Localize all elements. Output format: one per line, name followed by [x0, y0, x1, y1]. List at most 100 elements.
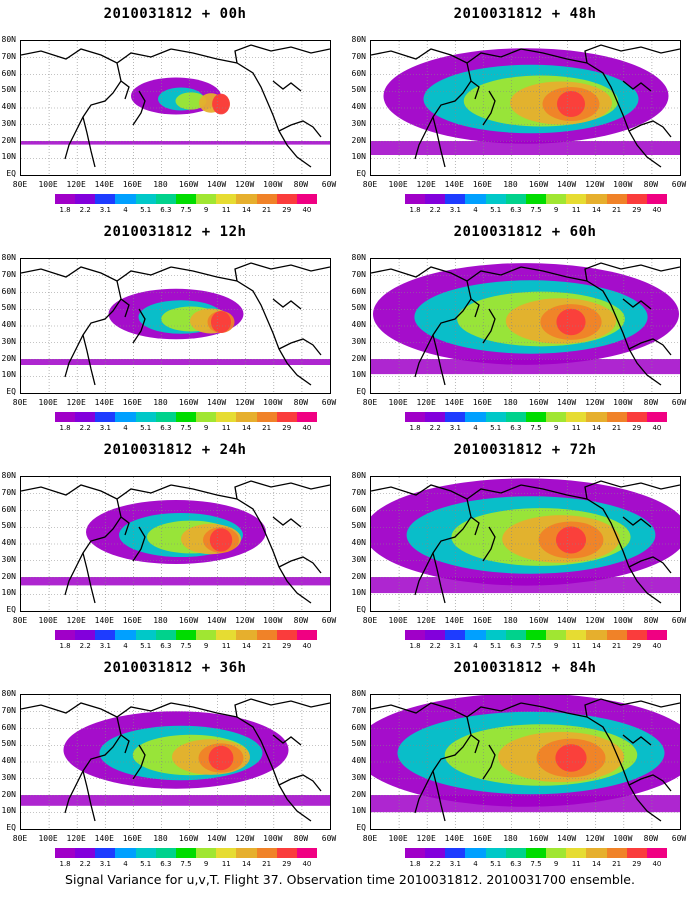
latitude-label: 60N — [351, 722, 366, 732]
latitude-label: 20N — [1, 353, 16, 363]
colorbar-swatch — [196, 412, 217, 422]
colorbar-label: 14 — [241, 860, 251, 868]
colorbar-label: 5.1 — [140, 424, 152, 432]
colorbar-label: 40 — [302, 860, 312, 868]
longitude-label: 80W — [643, 834, 659, 843]
colorbar-label: 5.1 — [140, 206, 152, 214]
colorbar-swatch — [175, 194, 197, 204]
colorbar-label: 3.1 — [449, 642, 461, 650]
colorbar-label: 1.8 — [409, 424, 421, 432]
latitude-label: 20N — [351, 571, 366, 581]
colorbar-label: 11 — [221, 860, 231, 868]
map-panel: 2010031812 + 12h 80N 70N 60N 50N 40N 30N 20N 10N… — [0, 218, 350, 436]
variance-field — [371, 695, 680, 813]
latitude-label: 60N — [1, 68, 16, 78]
colorbar-label: 4 — [473, 424, 478, 432]
coastline — [628, 774, 672, 792]
colorbar-swatch — [175, 848, 197, 858]
colorbar-label: 11 — [571, 424, 581, 432]
coastline — [278, 556, 322, 574]
longitude-label: 100W — [263, 834, 283, 843]
variance-map — [370, 258, 681, 394]
colorbar-swatch — [485, 194, 506, 204]
latitude-label: EQ — [356, 169, 366, 178]
longitude-label: 120W — [585, 398, 605, 407]
longitude-label: 120E — [416, 616, 436, 625]
colorbar-swatch — [55, 848, 76, 858]
colorbar-swatch — [95, 848, 116, 858]
colorbar-swatch — [135, 412, 156, 422]
longitude-label: 60W — [671, 180, 687, 189]
colorbar-swatch — [55, 630, 76, 640]
latitude-label: 10N — [1, 152, 16, 162]
colorbar-label: 6.3 — [160, 206, 172, 214]
variance-contour-fill — [371, 359, 680, 375]
longitude-label: 100W — [613, 398, 633, 407]
longitude-label: 60W — [321, 834, 337, 843]
colorbar — [405, 630, 668, 640]
coastline — [432, 334, 446, 386]
map-canvas — [371, 259, 680, 393]
colorbar-swatch — [485, 412, 506, 422]
colorbar-label: 29 — [632, 642, 642, 650]
coastline — [120, 298, 130, 318]
coastline — [432, 552, 446, 604]
colorbar-label: 29 — [282, 206, 292, 214]
coastline — [82, 116, 96, 168]
latitude-label: 50N — [351, 85, 366, 95]
coastline — [278, 120, 322, 138]
coastline — [414, 62, 472, 160]
longitude-label: 120E — [66, 180, 86, 189]
panel-title: 2010031812 + 60h — [453, 224, 597, 240]
colorbar-swatch — [505, 194, 526, 204]
coastline — [432, 116, 446, 168]
colorbar-swatch — [296, 194, 318, 204]
colorbar-label: 6.3 — [510, 860, 522, 868]
longitude-label: 140E — [94, 398, 114, 407]
colorbar-label: 4 — [473, 860, 478, 868]
coastline — [132, 90, 146, 126]
longitude-label: 160W — [178, 834, 199, 843]
longitude-label: 60W — [321, 398, 337, 407]
coastline — [520, 484, 662, 604]
coastline — [414, 716, 472, 814]
map-panel: 2010031812 + 00h 80N 70N 60N 50N 40N 30N 20N 10N… — [0, 0, 350, 218]
coastline — [520, 266, 662, 386]
longitude-label: 160E — [472, 180, 492, 189]
colorbar-swatch — [525, 630, 547, 640]
colorbar — [405, 848, 668, 858]
coastline — [82, 552, 96, 604]
colorbar-swatch — [646, 412, 668, 422]
longitude-label: 100W — [263, 180, 283, 189]
colorbar-label: 7.5 — [530, 206, 542, 214]
colorbar-label: 11 — [221, 206, 231, 214]
colorbar-swatch — [256, 194, 277, 204]
colorbar-swatch — [485, 630, 506, 640]
latitude-label: 80N — [1, 689, 16, 698]
colorbar-swatch — [405, 630, 426, 640]
map-canvas — [371, 695, 680, 829]
coastline — [278, 338, 322, 356]
colorbar-swatch — [425, 630, 446, 640]
coastline — [628, 556, 672, 574]
coastline — [584, 44, 680, 64]
longitude-label: 120W — [235, 616, 255, 625]
latitude-label: 20N — [1, 571, 16, 581]
latitude-label: 50N — [1, 303, 16, 313]
latitude-label: 30N — [351, 554, 366, 564]
colorbar-label: 29 — [632, 860, 642, 868]
colorbar-swatch — [155, 848, 176, 858]
coastline — [371, 702, 522, 718]
longitude-label: 60W — [321, 180, 337, 189]
colorbar-label: 2.2 — [79, 206, 91, 214]
colorbar-swatch — [75, 630, 96, 640]
colorbar-swatch — [646, 848, 668, 858]
latitude-label: EQ — [356, 605, 366, 614]
latitude-label: 60N — [351, 68, 366, 78]
colorbar-swatch — [115, 848, 136, 858]
longitude-label: 140W — [556, 398, 577, 407]
longitude-label: 120E — [416, 398, 436, 407]
colorbar-swatch — [606, 194, 627, 204]
coastlines — [21, 698, 330, 822]
latitude-label: 50N — [351, 303, 366, 313]
